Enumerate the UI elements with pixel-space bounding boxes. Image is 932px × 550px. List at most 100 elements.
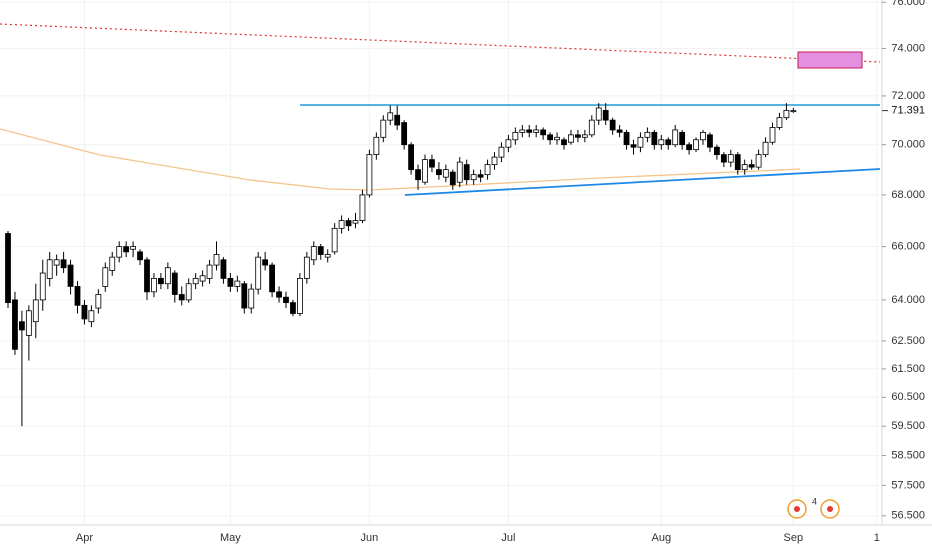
x-tick-label: 1: [874, 532, 880, 544]
candle-body: [581, 134, 588, 138]
event-icon[interactable]: [787, 499, 807, 519]
candle-body: [116, 246, 123, 258]
candle-body: [359, 194, 366, 221]
candle-body: [533, 129, 540, 133]
candle-body: [137, 251, 143, 261]
candle-body: [727, 154, 734, 163]
candle-body: [151, 277, 157, 293]
candle-body: [456, 161, 463, 183]
event-icon[interactable]: [820, 499, 840, 519]
candle-body: [227, 277, 234, 287]
support-line: [404, 168, 881, 196]
last-price-label: 71.391: [891, 105, 925, 117]
candle-body: [435, 169, 442, 176]
candle-body: [276, 291, 282, 298]
candle-body: [616, 129, 623, 133]
candle-body: [734, 154, 741, 171]
candle-body: [164, 267, 171, 285]
candle-body: [331, 227, 338, 253]
candle-body: [39, 272, 46, 301]
candle-body: [199, 275, 206, 282]
y-tick-label: 74.000: [891, 42, 925, 54]
y-tick-label: 59.500: [891, 420, 925, 432]
candle-body: [373, 136, 380, 156]
candle-body: [449, 171, 456, 186]
candle-body: [144, 259, 150, 293]
y-tick-label: 64.000: [891, 294, 925, 306]
candle-body: [498, 146, 505, 158]
y-tick-label: 57.500: [891, 479, 925, 491]
candle-body: [32, 299, 39, 323]
candle-body: [380, 119, 387, 138]
candle-body: [561, 139, 567, 146]
candle-body: [213, 254, 220, 266]
y-tick-label: 70.000: [891, 139, 925, 151]
candle-body: [707, 134, 713, 148]
candle-body: [262, 259, 269, 266]
axes: 56.500 57.500 58.500 59.500 60.500 61.500 62.5…: [76, 0, 925, 544]
candle-body: [630, 144, 637, 148]
event-dot: [827, 506, 833, 512]
candle-body: [748, 164, 755, 168]
y-tick-label: 62.500: [891, 335, 925, 347]
candle-body: [290, 302, 296, 314]
candle-body: [46, 259, 53, 279]
y-tick-label: 66.000: [891, 241, 925, 253]
candle-body: [470, 174, 477, 181]
candle-body: [12, 299, 18, 350]
candle-body: [109, 256, 116, 271]
candle-body: [317, 246, 324, 255]
candle-body: [248, 288, 255, 309]
candle-body: [95, 294, 102, 309]
candle-body: [88, 310, 95, 323]
candle-body: [741, 164, 748, 171]
candle-body: [241, 283, 248, 309]
grid: [0, 0, 882, 525]
candle-body: [296, 277, 303, 314]
x-tick-label: Aug: [652, 532, 672, 544]
candle-body: [157, 277, 164, 285]
candle-body: [769, 127, 776, 143]
candle-body: [422, 159, 428, 183]
candle-body: [540, 129, 547, 136]
candle-body: [484, 164, 491, 176]
x-tick-label: Sep: [784, 532, 804, 544]
x-tick-label: Jun: [361, 532, 379, 544]
y-tick-label: 58.500: [891, 449, 925, 461]
candle-body: [700, 131, 706, 141]
candle-body: [477, 174, 484, 178]
target-box: [797, 51, 863, 69]
candle-body: [693, 139, 699, 151]
candle-body: [130, 246, 137, 250]
candle-body: [102, 267, 109, 287]
y-tick-label: 60.500: [891, 391, 925, 403]
candle-body: [255, 256, 262, 290]
y-tick-label: 72.000: [891, 90, 925, 102]
candle-body: [415, 169, 421, 181]
candle-body: [67, 264, 74, 287]
candle-body: [686, 144, 692, 151]
candle-body: [25, 310, 32, 336]
y-tick-label: 61.500: [891, 363, 925, 375]
candle-body: [185, 283, 192, 301]
candle-body: [81, 304, 88, 320]
candle-body: [345, 220, 352, 227]
candle-body: [324, 254, 331, 258]
x-tick-label: Apr: [76, 532, 93, 544]
candle-body: [554, 136, 560, 141]
candle-body: [18, 321, 25, 331]
candle-body: [401, 122, 408, 146]
candle-body: [463, 164, 470, 181]
candle-body: [5, 233, 11, 304]
candle-body: [220, 259, 227, 279]
candle-body: [74, 286, 81, 306]
candle-body: [206, 264, 213, 279]
candle-body: [623, 131, 630, 146]
candle-body: [192, 277, 199, 285]
x-tick-label: Jul: [501, 532, 515, 544]
candle-body: [123, 246, 130, 253]
candle-body: [790, 110, 797, 113]
candle-body: [505, 139, 512, 148]
